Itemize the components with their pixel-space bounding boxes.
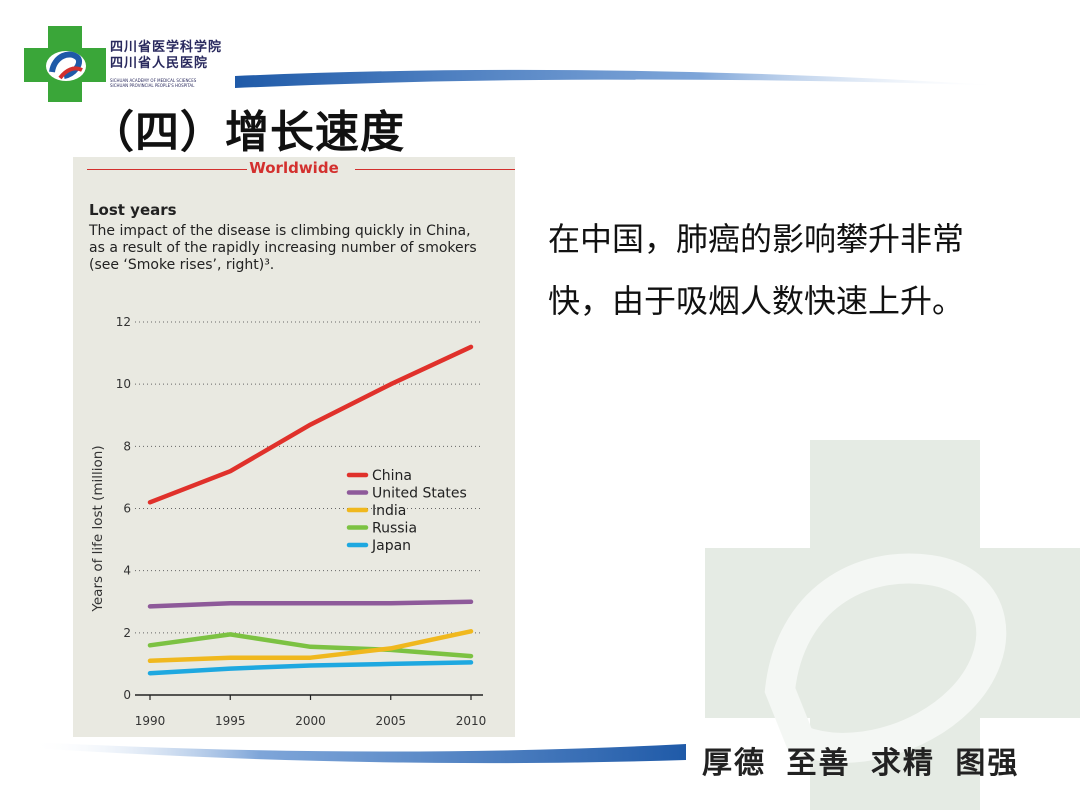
institution-line-1: 四川省医学科学院 <box>110 40 223 55</box>
y-tick-label: 4 <box>123 564 131 578</box>
institution-name: 四川省医学科学院 四川省人民医院 <box>110 40 222 72</box>
section-label: Worldwide <box>249 159 339 177</box>
bottom-swoosh <box>30 742 686 764</box>
y-tick-label: 12 <box>116 315 131 329</box>
series-line-united-states <box>147 599 474 609</box>
institution-en-line-2: SICHUAN PROVINCIAL PEOPLE'S HOSPITAL <box>110 83 195 88</box>
y-axis-label: Years of life lost (million) <box>90 445 106 612</box>
y-tick-label: 0 <box>123 688 131 702</box>
chart-title: Lost years <box>89 201 177 219</box>
series-line-china <box>147 344 474 505</box>
motto: 厚德 至善 求精 图强 <box>702 746 1020 781</box>
series-line-russia <box>147 632 474 659</box>
legend-label-china: China <box>372 468 412 484</box>
chart-subtitle: The impact of the disease is climbing qu… <box>89 223 477 273</box>
section-rule-left <box>87 169 247 170</box>
slide-heading: （四）增长速度 <box>90 107 405 158</box>
line-chart: 0 2 4 6 8 10 12 1990 1995 2000 2005 2010 Years of li… <box>90 315 487 728</box>
chart-panel: Worldwide Lost years The impact of the d… <box>73 157 515 737</box>
legend-label-russia: Russia <box>372 521 417 537</box>
institution-en-line-1: SICHUAN ACADEMY OF MEDICAL SCIENCES <box>110 78 197 83</box>
x-tick-label: 1990 <box>135 714 166 728</box>
y-tick-label: 8 <box>123 439 131 453</box>
institution-name-en: SICHUAN ACADEMY OF MEDICAL SCIENCES SICH… <box>110 78 196 88</box>
y-tick-label: 6 <box>123 502 131 516</box>
section-rule-right <box>355 169 515 170</box>
body-text: 在中国，肺癌的影响攀升非常快，由于吸烟人数快速上升。 <box>548 220 965 320</box>
legend-label-japan: Japan <box>371 538 411 554</box>
x-tick-label: 2005 <box>375 714 406 728</box>
x-tick-label: 2000 <box>295 714 326 728</box>
series-line-japan <box>147 660 474 676</box>
legend-label-india: India <box>372 503 406 519</box>
series-line-india <box>147 629 474 664</box>
y-tick-label: 2 <box>123 626 131 640</box>
legend-label-united-states: United States <box>372 486 467 502</box>
x-tick-label: 2010 <box>456 714 487 728</box>
institution-line-2: 四川省人民医院 <box>110 56 209 71</box>
y-tick-label: 10 <box>116 377 131 391</box>
x-tick-label: 1995 <box>215 714 246 728</box>
hospital-logo <box>24 26 106 102</box>
top-swoosh <box>235 69 1010 88</box>
